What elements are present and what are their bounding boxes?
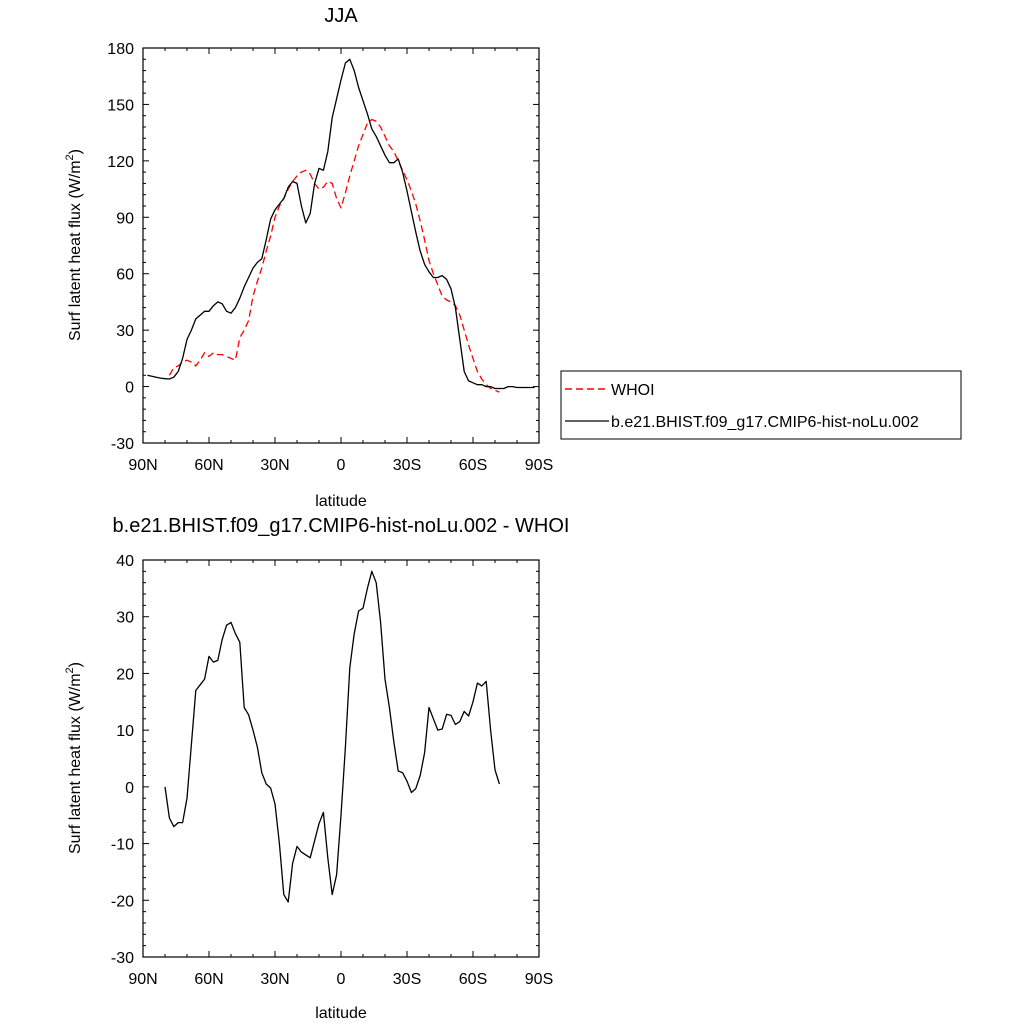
series-group bbox=[147, 58, 535, 393]
legend: WHOI b.e21.BHIST.f09_g17.CMIP6-hist-noLu… bbox=[560, 370, 962, 440]
y-tick-label: -30 bbox=[111, 950, 134, 967]
plot-frame bbox=[142, 47, 540, 444]
y-tick-label: -30 bbox=[111, 436, 134, 453]
legend-label-model: b.e21.BHIST.f09_g17.CMIP6-hist-noLu.002 bbox=[611, 414, 919, 431]
x-tick-label: 60N bbox=[194, 457, 223, 474]
x-tick-label: 30S bbox=[393, 971, 421, 988]
plot-frame-diff bbox=[142, 559, 540, 958]
y-axis-label: Surf latent heat flux (W/m2) bbox=[64, 149, 84, 341]
axis-ticks: -30 0 30 60 90 120 150 180 90N 60N 30N 0 30S 60S 90S bbox=[107, 41, 553, 474]
x-tick-label: 90S bbox=[525, 457, 553, 474]
x-tick-label: 90S bbox=[525, 971, 553, 988]
y-tick-label: -20 bbox=[111, 893, 134, 910]
legend-box bbox=[560, 370, 962, 440]
y-tick-label: 30 bbox=[116, 610, 134, 627]
y-tick-label: 40 bbox=[116, 553, 134, 570]
y-tick-label: 10 bbox=[116, 723, 134, 740]
series-line-model bbox=[147, 58, 535, 390]
series-line-whoi bbox=[168, 118, 500, 393]
x-tick-label: 0 bbox=[337, 457, 346, 474]
chart-title-diff: b.e21.BHIST.f09_g17.CMIP6-hist-noLu.002 … bbox=[113, 515, 570, 537]
y-tick-label: -10 bbox=[111, 837, 134, 854]
x-axis-label: latitude bbox=[315, 493, 367, 510]
legend-label-whoi: WHOI bbox=[611, 382, 655, 399]
x-tick-label: 60S bbox=[459, 971, 487, 988]
y-tick-label: 60 bbox=[116, 267, 134, 284]
x-tick-label: 60N bbox=[194, 971, 223, 988]
y-tick-label: 0 bbox=[125, 380, 134, 397]
series-line-difference bbox=[164, 570, 501, 903]
series-group bbox=[164, 570, 501, 903]
y-tick-label: 180 bbox=[107, 41, 134, 58]
x-tick-label: 90N bbox=[128, 971, 157, 988]
y-tick-label: 120 bbox=[107, 154, 134, 171]
y-tick-label: 90 bbox=[116, 210, 134, 227]
y-tick-label: 20 bbox=[116, 666, 134, 683]
chart-title: JJA bbox=[324, 5, 358, 27]
y-tick-label: 30 bbox=[116, 323, 134, 340]
y-tick-label: 150 bbox=[107, 97, 134, 114]
axis-ticks: -30 -20 -10 0 10 20 30 40 90N 60N 30N 0 30S 60S 90S bbox=[111, 553, 553, 988]
x-tick-label: 90N bbox=[128, 457, 157, 474]
x-tick-label: 30N bbox=[260, 457, 289, 474]
x-tick-label: 30S bbox=[393, 457, 421, 474]
x-tick-label: 30N bbox=[260, 971, 289, 988]
x-axis-label-diff: latitude bbox=[315, 1005, 367, 1022]
y-axis-label-diff: Surf latent heat flux (W/m2) bbox=[64, 662, 84, 854]
y-tick-label: 0 bbox=[125, 780, 134, 797]
x-tick-label: 0 bbox=[337, 971, 346, 988]
x-tick-label: 60S bbox=[459, 457, 487, 474]
